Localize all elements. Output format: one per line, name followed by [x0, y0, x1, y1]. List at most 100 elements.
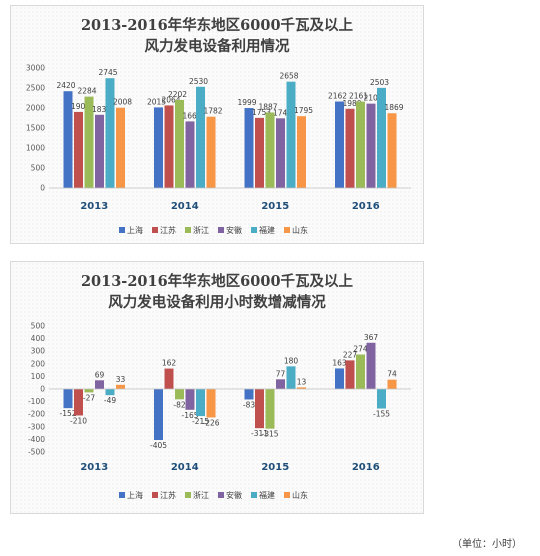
bar: [185, 121, 195, 188]
y-tick-label: -300: [28, 422, 45, 431]
bar: [116, 107, 125, 188]
category-label: 2014: [171, 462, 199, 473]
data-label: -405: [150, 441, 167, 450]
legend-label: 江苏: [160, 225, 176, 235]
legend-swatch: [218, 492, 224, 498]
data-label: 74: [387, 370, 397, 379]
y-tick-label: 2500: [26, 84, 45, 93]
data-label: -315: [261, 430, 278, 439]
data-label: 77: [276, 369, 286, 378]
bar: [84, 96, 94, 188]
legend-label: 浙江: [193, 225, 209, 235]
data-label: 2064: [161, 95, 180, 104]
data-label: 1902: [71, 102, 90, 111]
data-label: 162: [162, 359, 177, 368]
category-label: 2013: [80, 462, 108, 473]
bar: [255, 389, 264, 429]
legend-label: 福建: [259, 225, 275, 235]
data-label: -82: [173, 400, 185, 409]
chart-title-line: 风力发电设备利用小时数增减情况: [108, 293, 326, 311]
data-label: 2109: [363, 94, 382, 103]
bar: [154, 389, 163, 441]
data-label: -155: [373, 410, 390, 419]
bar: [175, 99, 184, 188]
bar: [265, 112, 275, 188]
bar: [297, 387, 306, 389]
data-label: -27: [83, 393, 95, 402]
y-tick-label: 400: [31, 334, 46, 343]
bar: [154, 107, 163, 188]
chart-title-line: 2013-2016年华东地区6000千瓦及以上: [81, 272, 354, 290]
y-tick-label: 1000: [26, 144, 45, 153]
data-label: 2015: [147, 97, 166, 106]
data-label: 180: [284, 356, 299, 365]
bar: [265, 389, 275, 429]
data-label: 2161: [349, 92, 368, 101]
data-label: 367: [364, 333, 379, 342]
legend-swatch: [284, 227, 290, 233]
bar: [95, 114, 104, 188]
data-label: 2745: [98, 68, 117, 77]
bar: [196, 389, 205, 417]
utilization-chart-panel: 2013-2016年华东地区6000千瓦及以上 风力发电设备利用情况 0 500 100…: [10, 5, 424, 244]
bar: [206, 389, 216, 418]
y-tick-label: 1500: [26, 124, 45, 133]
data-label: 1980: [342, 99, 361, 108]
bar: [366, 103, 376, 188]
data-label: 2420: [56, 81, 75, 90]
data-label: -311: [251, 429, 268, 438]
data-label: 2202: [168, 90, 187, 99]
legend-swatch: [119, 227, 125, 233]
y-tick-label: -200: [28, 410, 45, 419]
data-label: -226: [202, 418, 219, 427]
y-tick-label: 300: [31, 347, 46, 356]
legend-label: 上海: [127, 225, 143, 235]
data-label: -165: [181, 411, 198, 420]
data-label: 33: [116, 375, 126, 384]
legend-label: 安徽: [226, 225, 242, 235]
y-tick-label: -500: [28, 448, 45, 457]
bar: [255, 117, 264, 188]
bar: [63, 91, 73, 188]
data-label: 1753: [252, 108, 271, 117]
data-label: 1869: [384, 103, 403, 112]
bar: [116, 384, 125, 389]
bar: [196, 86, 205, 188]
legend-label: 安徽: [226, 490, 242, 500]
bar: [286, 366, 296, 389]
category-label: 2015: [261, 201, 289, 212]
data-label: 1830: [92, 105, 111, 114]
bar: [286, 81, 296, 188]
category-label: 2016: [352, 201, 380, 212]
category-label: 2015: [261, 462, 289, 473]
category-label: 2014: [171, 201, 199, 212]
bar: [276, 118, 285, 188]
legend-label: 上海: [127, 490, 143, 500]
data-label: -49: [104, 396, 116, 405]
legend-swatch: [284, 492, 290, 498]
bar: [164, 368, 174, 389]
bar: [244, 108, 254, 188]
data-label: -152: [59, 409, 76, 418]
y-tick-label: 100: [31, 372, 46, 381]
legend-label: 山东: [292, 225, 308, 235]
change-chart-panel: 2013-2016年华东地区6000千瓦及以上 风力发电设备利用小时数增减情况 -5…: [10, 261, 424, 514]
bar: [276, 379, 285, 389]
bar: [74, 111, 83, 188]
legend-swatch: [251, 227, 257, 233]
y-tick-label: 2000: [26, 104, 45, 113]
bar: [345, 108, 355, 188]
legend-swatch: [119, 492, 125, 498]
y-tick-label: 0: [40, 385, 45, 394]
chart-title-line: 风力发电设备利用情况: [145, 37, 290, 55]
data-label: -83: [243, 400, 255, 409]
data-label: 1782: [203, 107, 222, 116]
bar: [297, 116, 306, 188]
y-tick-label: -400: [28, 435, 45, 444]
bar: [105, 78, 115, 188]
data-label: 227: [343, 350, 358, 359]
bar: [84, 389, 94, 393]
legend-label: 山东: [292, 490, 308, 500]
